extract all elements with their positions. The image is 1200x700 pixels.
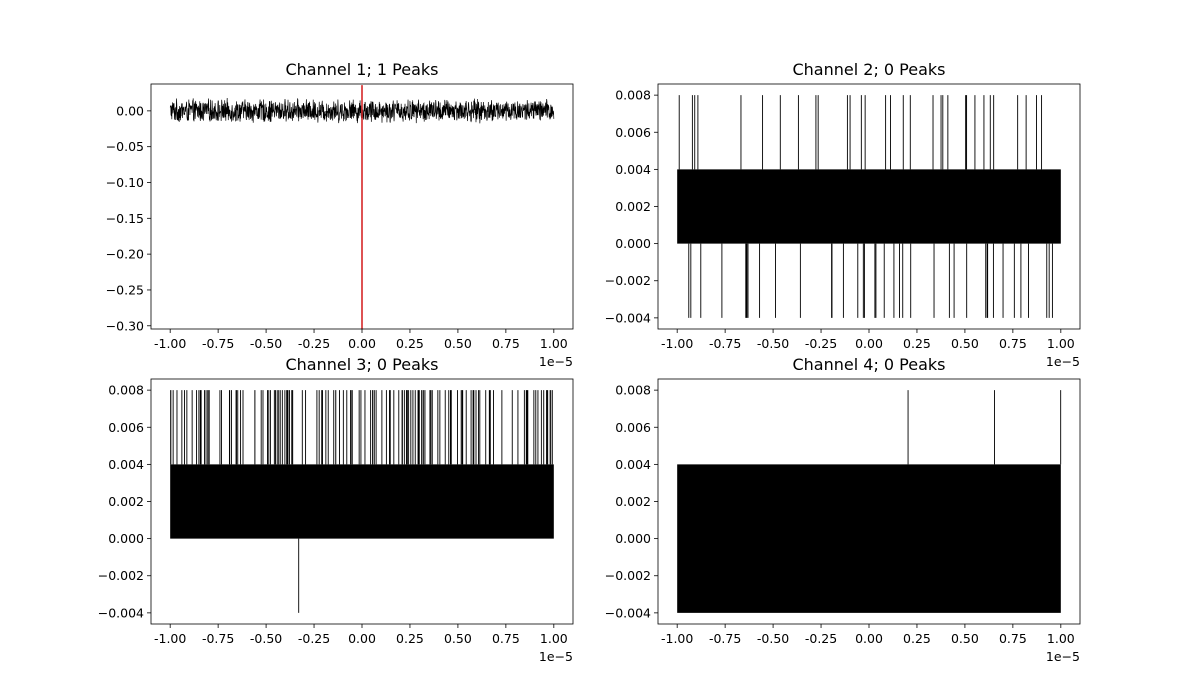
y-tick-label: −0.004 xyxy=(98,605,144,620)
series-layer xyxy=(677,95,1061,318)
y-tick-label: −0.20 xyxy=(106,247,144,262)
x-tick-label: -0.50 xyxy=(250,336,282,351)
x-tick-label: 0.00 xyxy=(348,631,376,646)
y-tick-label: 0.002 xyxy=(108,494,144,509)
y-tick-label: 0.006 xyxy=(615,420,651,435)
y-tick-label: −0.004 xyxy=(605,605,651,620)
x-tick-label: -0.75 xyxy=(709,631,741,646)
signal-band xyxy=(677,169,1061,244)
x-tick-label: 0.75 xyxy=(999,336,1027,351)
subplot-channel-3: Channel 3; 0 Peaks -1.00 -0.75 -0.50 -0.25 0.… xyxy=(98,355,574,664)
y-tick-label: 0.008 xyxy=(615,383,651,398)
x-tick-label: 0.50 xyxy=(951,631,979,646)
signal-spikes-low xyxy=(688,243,1053,318)
x-tick-label: -0.50 xyxy=(250,631,282,646)
y-tick-label: 0.000 xyxy=(615,236,651,251)
subplot-channel-1: Channel 1; 1 Peaks -1.00 -0.75 -0.50 -0.25 0.… xyxy=(106,60,574,369)
x-tick-label: -1.00 xyxy=(154,336,186,351)
x-offset-label: 1e−5 xyxy=(539,649,573,664)
subplot-channel-2: Channel 2; 0 Peaks -1.00 -0.75 -0.50 -0.25 0.… xyxy=(605,60,1081,369)
x-tick-label: -1.00 xyxy=(154,631,186,646)
x-offset-label: 1e−5 xyxy=(1046,649,1080,664)
x-offset-label: 1e−5 xyxy=(1046,354,1080,369)
y-tick-label: −0.25 xyxy=(106,282,144,297)
x-tick-label: -0.50 xyxy=(757,336,789,351)
x-tick-label: 0.25 xyxy=(396,631,424,646)
x-tick-label: 1.00 xyxy=(540,631,568,646)
x-tick-label: 0.25 xyxy=(903,336,931,351)
y-tick-label: 0.008 xyxy=(108,383,144,398)
x-tick-label: -0.25 xyxy=(805,336,837,351)
chart-title: Channel 1; 1 Peaks xyxy=(285,60,438,79)
x-tick-label: 0.75 xyxy=(492,631,520,646)
signal-band xyxy=(677,464,1061,613)
signal-spikes-high xyxy=(170,390,553,465)
x-offset-label: 1e−5 xyxy=(539,354,573,369)
x-tick-label: 1.00 xyxy=(1047,631,1075,646)
x-tick-label: -0.75 xyxy=(202,336,234,351)
signal-band xyxy=(170,464,554,539)
chart-title: Channel 4; 0 Peaks xyxy=(792,355,945,374)
x-tick-label: -1.00 xyxy=(661,631,693,646)
y-tick-label: 0.002 xyxy=(615,494,651,509)
x-tick-label: 0.50 xyxy=(951,336,979,351)
x-tick-label: 1.00 xyxy=(1047,336,1075,351)
x-tick-label: -0.75 xyxy=(202,631,234,646)
y-tick-label: 0.002 xyxy=(615,199,651,214)
chart-title: Channel 3; 0 Peaks xyxy=(285,355,438,374)
y-tick-label: 0.006 xyxy=(108,420,144,435)
x-tick-label: 0.50 xyxy=(444,336,472,351)
x-tick-label: 0.25 xyxy=(396,336,424,351)
series-layer xyxy=(677,390,1062,613)
x-tick-label: 0.50 xyxy=(444,631,472,646)
y-tick-label: 0.008 xyxy=(615,88,651,103)
signal-spikes-high xyxy=(907,390,1062,465)
subplot-channel-4: Channel 4; 0 Peaks -1.00 -0.75 -0.50 -0.25 0.… xyxy=(605,355,1081,664)
signal-spikes-high xyxy=(678,95,1043,170)
chart-title: Channel 2; 0 Peaks xyxy=(792,60,945,79)
y-tick-label: −0.30 xyxy=(106,318,144,333)
x-tick-label: 0.75 xyxy=(492,336,520,351)
y-tick-label: 0.006 xyxy=(615,125,651,140)
y-tick-label: −0.004 xyxy=(605,310,651,325)
x-tick-label: 0.25 xyxy=(903,631,931,646)
x-tick-label: -0.50 xyxy=(757,631,789,646)
y-tick-label: −0.15 xyxy=(106,211,144,226)
y-tick-label: 0.004 xyxy=(108,457,144,472)
y-tick-label: 0.000 xyxy=(615,531,651,546)
x-tick-label: -0.25 xyxy=(298,336,330,351)
y-tick-label: −0.002 xyxy=(605,568,651,583)
x-tick-label: -1.00 xyxy=(661,336,693,351)
series-layer xyxy=(170,390,554,613)
y-tick-label: −0.002 xyxy=(98,568,144,583)
y-tick-label: 0.004 xyxy=(615,162,651,177)
x-tick-label: 1.00 xyxy=(540,336,568,351)
x-tick-label: 0.00 xyxy=(855,336,883,351)
x-tick-label: 0.00 xyxy=(348,336,376,351)
x-tick-label: 0.00 xyxy=(855,631,883,646)
x-tick-label: -0.75 xyxy=(709,336,741,351)
x-tick-label: -0.25 xyxy=(298,631,330,646)
y-tick-label: −0.10 xyxy=(106,175,144,190)
x-tick-label: -0.25 xyxy=(805,631,837,646)
y-tick-label: −0.002 xyxy=(605,273,651,288)
y-tick-label: 0.004 xyxy=(615,457,651,472)
y-tick-label: −0.05 xyxy=(106,139,144,154)
x-tick-label: 0.75 xyxy=(999,631,1027,646)
y-tick-label: 0.000 xyxy=(108,531,144,546)
y-tick-label: 0.00 xyxy=(116,103,144,118)
